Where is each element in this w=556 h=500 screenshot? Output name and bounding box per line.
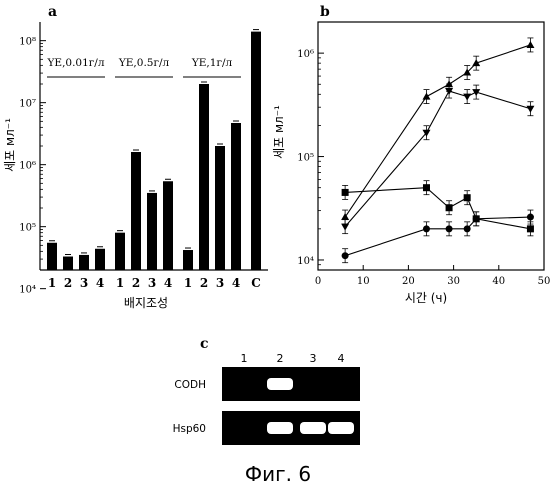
panel-a-letter: a <box>48 4 57 20</box>
panel-a-x-tick-label: 1 <box>116 276 124 290</box>
panel-b-point-square <box>423 184 430 191</box>
panel-a-x-tick-label: 1 <box>48 276 56 290</box>
panel-a-group-label: YE,0.5г/л <box>118 57 170 69</box>
panel-b-y-tick-label: 10⁴ <box>297 256 314 267</box>
gel-lane-label: 3 <box>310 352 317 365</box>
panel-b-x-tick-label: 10 <box>357 276 370 287</box>
panel-b-x-tick-label: 50 <box>538 276 551 287</box>
panel-b-point-circle <box>527 214 534 221</box>
panel-a-y-tick-label: 10⁷ <box>19 99 36 110</box>
panel-a-x-tick-label: 4 <box>232 276 240 290</box>
panel-a-x-tick-label: 3 <box>148 276 156 290</box>
gel-lane-label: 1 <box>241 352 248 365</box>
panel-b-point-triangle-up <box>422 93 430 100</box>
panel-b-x-axis-label: 시간 (ч) <box>405 291 447 305</box>
panel-a-bar <box>115 233 125 270</box>
panel-a-x-tick-label: 2 <box>64 276 72 290</box>
panel-b-x-tick-label: 30 <box>447 276 460 287</box>
panel-b-frame <box>318 22 544 270</box>
panel-a-group-label: YE,0.01г/л <box>46 57 104 69</box>
panel-a-x-tick-label: 2 <box>200 276 208 290</box>
panel-b-letter: b <box>320 4 330 20</box>
panel-b-point-triangle-down <box>341 224 349 231</box>
gel-row-label: CODH <box>174 379 206 391</box>
panel-b-point-triangle-up <box>526 41 534 48</box>
panel-a-y-tick-label: 10⁵ <box>19 223 36 234</box>
panel-a-bar <box>199 84 209 270</box>
gel-band <box>267 422 293 434</box>
panel-b-point-square <box>446 204 453 211</box>
panel-a-x-tick-label: 1 <box>184 276 192 290</box>
panel-b-point-square <box>464 194 471 201</box>
panel-a-x-axis-label: 배지조성 <box>124 296 168 310</box>
gel-row-label: Hsp60 <box>173 423 206 435</box>
panel-b-y-tick-label: 10⁵ <box>297 153 314 164</box>
panel-b: b 세포 мл⁻¹ 시간 (ч) 0 10 20 30 40 50 10⁴ 10⁵ 10⁶ <box>272 4 550 305</box>
panel-b-x-tick-label: 40 <box>492 276 505 287</box>
gel-band <box>328 422 354 434</box>
panel-b-point-circle <box>342 252 349 259</box>
figure-caption: Фиг. 6 <box>0 462 556 486</box>
panel-b-y-tick-label: 10⁶ <box>297 49 314 60</box>
panel-b-series-line <box>345 217 530 256</box>
panel-b-point-circle <box>464 225 471 232</box>
panel-a-y-tick-label: 10⁸ <box>19 37 36 48</box>
panel-a-bar <box>63 257 73 270</box>
panel-c-gel: c 1 2 3 4 CODH Hsp60 <box>173 336 360 445</box>
panel-a-bar <box>163 181 173 270</box>
panel-b-point-triangle-up <box>341 213 349 220</box>
panel-a-y-tick-label: 10⁴ <box>19 285 36 296</box>
panel-b-x-tick-label: 20 <box>402 276 415 287</box>
panel-a-x-tick-label: 4 <box>164 276 172 290</box>
panel-b-point-square <box>527 225 534 232</box>
panel-b-point-square <box>342 189 349 196</box>
panel-a-bar <box>47 243 57 270</box>
panel-a-bar <box>95 249 105 270</box>
panel-b-point-triangle-down <box>526 106 534 113</box>
panel-a-bar <box>251 32 261 270</box>
panel-a-bar <box>231 123 241 270</box>
panel-a: a 세포 мл⁻¹ 배지조성 10⁴ 10⁵ 10⁶ 10⁷ 10⁸ YE,0.01г/… <box>3 4 268 310</box>
panel-a-x-tick-label: 3 <box>80 276 88 290</box>
panel-a-bar <box>147 193 157 270</box>
panel-b-point-circle <box>423 225 430 232</box>
panel-b-x-tick-label: 0 <box>315 276 321 287</box>
panel-a-x-tick-label: C <box>251 276 261 290</box>
panel-a-bar <box>183 250 193 270</box>
panel-a-y-tick-label: 10⁶ <box>19 161 36 172</box>
panel-a-x-tick-label: 3 <box>216 276 224 290</box>
gel-band <box>267 378 293 390</box>
panel-b-series-line <box>345 91 530 227</box>
panel-a-y-axis-label: 세포 мл⁻¹ <box>3 118 17 172</box>
panel-a-x-tick-label: 4 <box>96 276 104 290</box>
panel-c-letter: c <box>200 336 209 352</box>
panel-a-bar <box>131 152 141 270</box>
gel-lane-label: 2 <box>277 352 284 365</box>
panel-a-bar <box>215 146 225 270</box>
panel-b-point-triangle-down <box>463 94 471 101</box>
panel-a-x-tick-label: 2 <box>132 276 140 290</box>
panel-a-group-label: YE,1г/л <box>191 57 233 69</box>
panel-a-bar <box>79 255 89 270</box>
panel-b-y-axis-label: 세포 мл⁻¹ <box>272 105 286 159</box>
gel-band <box>300 422 326 434</box>
panel-b-point-circle <box>473 215 480 222</box>
panel-b-point-circle <box>446 225 453 232</box>
gel-lane-label: 4 <box>338 352 345 365</box>
